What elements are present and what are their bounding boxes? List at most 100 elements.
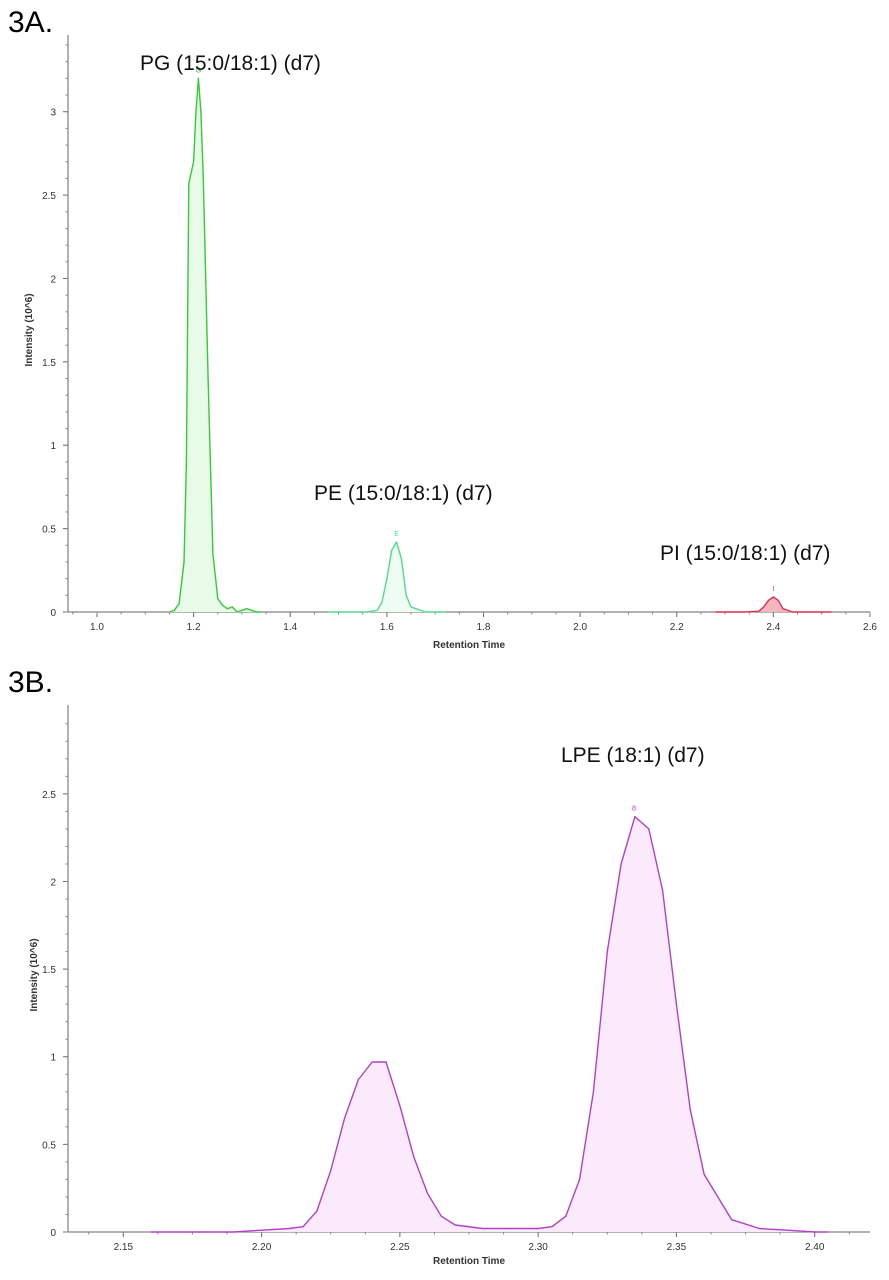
data-point <box>579 1178 581 1180</box>
data-point <box>410 606 412 608</box>
data-point <box>188 182 190 184</box>
data-point <box>689 1108 691 1110</box>
data-point <box>440 1215 442 1217</box>
x-tick-label: 2.30 <box>528 1242 548 1253</box>
data-point <box>482 1227 484 1230</box>
series-fill-0 <box>151 816 829 1232</box>
series-line-0 <box>151 815 829 1233</box>
data-point <box>792 611 794 613</box>
x-tick-label: 2.6 <box>863 622 877 633</box>
y-tick-label: 1.5 <box>42 358 56 369</box>
data-point <box>675 1003 678 1005</box>
y-axis-title: Intensity (10^6) <box>24 293 35 366</box>
x-tick-label: 1.0 <box>90 622 104 633</box>
x-tick-label: 2.15 <box>114 1242 134 1253</box>
data-point <box>391 549 393 551</box>
data-point <box>347 611 349 613</box>
peak-label: PI (15:0/18:1) (d7) <box>660 542 830 565</box>
data-point <box>233 1231 235 1233</box>
data-point <box>173 609 175 611</box>
data-point <box>241 609 243 611</box>
y-tick-label: 2.5 <box>42 790 56 801</box>
peak-apex-marker: 8: <box>632 806 638 813</box>
y-tick-label: 0 <box>50 608 56 619</box>
data-point <box>634 816 636 818</box>
data-point <box>606 951 608 953</box>
peak-label: PE (15:0/18:1) (d7) <box>314 482 493 505</box>
data-point <box>185 461 187 463</box>
data-point <box>743 611 746 613</box>
x-tick-label: 2.2 <box>670 622 684 633</box>
data-point <box>217 598 219 600</box>
series-fill-2 <box>715 597 832 612</box>
y-tick-label: 2 <box>50 274 56 285</box>
data-point <box>777 599 779 601</box>
y-tick-label: 2 <box>50 877 56 888</box>
data-point <box>426 1192 429 1194</box>
panel-label-3a: 3A. <box>8 6 54 39</box>
data-point <box>376 609 378 611</box>
series-line-2 <box>715 596 832 613</box>
data-point <box>381 601 383 603</box>
data-point <box>537 1227 539 1230</box>
peak-apex-marker: E <box>394 531 399 538</box>
y-tick-label: 2.5 <box>42 191 56 202</box>
data-point <box>648 828 650 830</box>
panel-label-3b: 3B. <box>8 666 54 699</box>
y-tick-label: 1 <box>50 441 56 452</box>
data-point <box>592 1091 595 1093</box>
data-point <box>316 1210 318 1212</box>
data-point <box>193 161 195 163</box>
series-line-0 <box>169 77 262 613</box>
data-point <box>255 611 257 613</box>
data-point <box>405 594 407 596</box>
data-point <box>207 377 209 380</box>
data-point <box>200 111 202 113</box>
data-point <box>197 77 199 79</box>
data-point <box>386 578 388 580</box>
data-point <box>565 1215 567 1217</box>
data-point <box>357 1078 359 1081</box>
data-point <box>385 1061 387 1063</box>
data-point <box>758 1227 761 1230</box>
data-point <box>551 1226 553 1228</box>
y-tick-label: 0 <box>50 1228 56 1239</box>
x-tick-label: 2.25 <box>390 1242 410 1253</box>
data-point <box>330 1170 332 1172</box>
x-axis-title: Retention Time <box>433 640 505 651</box>
data-point <box>399 1105 401 1107</box>
x-axis-title: Retention Time <box>433 1256 505 1267</box>
data-point <box>178 1231 180 1233</box>
data-point <box>178 603 180 605</box>
data-point <box>454 1224 456 1226</box>
peak-apex-marker: I <box>772 586 774 593</box>
data-point <box>212 553 214 555</box>
data-point <box>772 596 775 598</box>
data-point <box>731 1219 733 1221</box>
y-axis-title: Intensity (10^6) <box>29 938 40 1011</box>
data-point <box>183 561 185 563</box>
data-point <box>413 1156 415 1158</box>
series-fill-1 <box>328 542 445 612</box>
x-tick-label: 2.0 <box>573 622 587 633</box>
data-point <box>150 1231 152 1233</box>
y-tick-label: 1 <box>50 1053 56 1064</box>
data-point <box>236 611 238 613</box>
data-point <box>366 611 369 613</box>
x-tick-label: 1.8 <box>477 622 491 633</box>
x-tick-label: 2.35 <box>667 1242 687 1253</box>
data-point <box>415 608 417 610</box>
data-point <box>400 558 402 560</box>
series-fill-0 <box>169 78 262 612</box>
data-point <box>763 606 765 608</box>
data-point <box>231 606 233 608</box>
data-point <box>714 611 717 613</box>
data-point <box>814 1231 816 1233</box>
x-tick-label: 2.4 <box>766 622 780 633</box>
data-point <box>620 863 622 865</box>
data-point <box>395 541 398 543</box>
data-point <box>251 609 253 611</box>
chart-panel-3b: 0 0.5 1 1.5 2 2.5 2.15 2.20 2.25 2.30 2.35 2.40 Rete… <box>29 705 870 1267</box>
data-point <box>344 1117 346 1119</box>
